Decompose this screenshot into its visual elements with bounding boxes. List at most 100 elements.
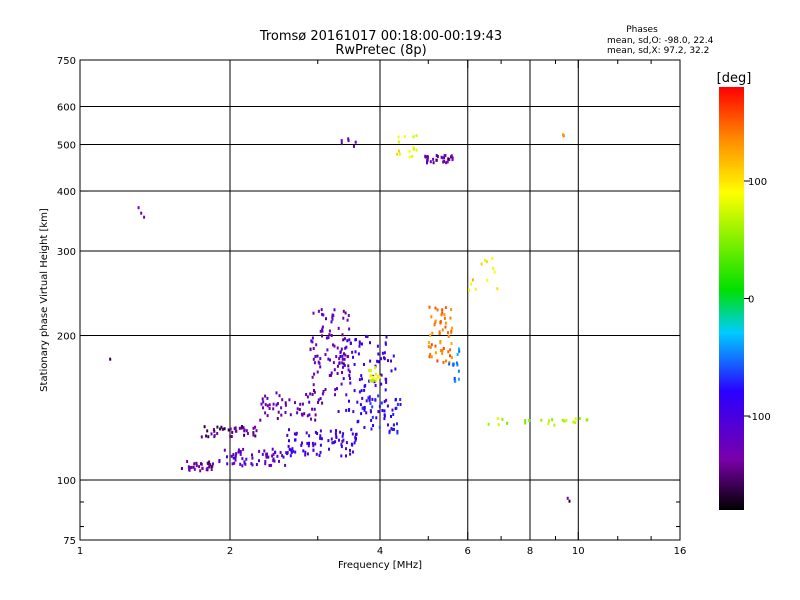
data-point [278,394,281,398]
data-point [317,309,320,313]
data-point [358,344,361,348]
data-point [342,316,345,320]
data-point [426,159,429,163]
data-point [320,437,323,441]
colorbar-ticks: 100 0 -100 [744,177,771,423]
data-point [346,339,349,343]
data-point [213,434,216,438]
data-point [456,363,459,367]
data-point [392,354,395,358]
data-point [272,402,275,406]
data-point [377,360,380,364]
data-point [353,441,356,445]
data-point [294,401,296,405]
data-point [315,452,318,456]
data-point [363,406,366,409]
data-point [383,414,386,418]
data-point [443,156,445,160]
data-point [336,364,339,368]
data-point [277,410,280,414]
data-point [363,388,366,392]
data-point [266,404,269,408]
data-point [496,417,499,421]
data-point [302,449,305,453]
data-point [328,333,331,337]
data-point [243,433,246,437]
data-point [348,408,350,412]
data-point [450,342,453,345]
data-point [433,323,436,327]
data-point [358,390,361,394]
data-point [280,406,283,410]
data-point [109,357,112,361]
data-point [298,408,301,411]
data-point [396,152,398,156]
data-point [486,279,489,282]
data-point [259,418,262,422]
colorbar [719,87,744,510]
data-point [239,462,242,466]
data-point [239,450,242,453]
data-point [264,403,267,407]
data-point [223,448,226,452]
data-point [380,401,383,405]
data-point [264,459,267,463]
data-point [207,462,210,466]
data-point [441,308,444,312]
data-point [242,447,245,451]
data-point [385,335,388,339]
data-point [319,443,322,447]
data-point [334,388,337,392]
data-point [347,364,350,368]
data-point [566,496,569,500]
data-point [209,463,212,467]
data-point [305,431,308,435]
data-point [231,430,234,434]
data-point [321,329,324,333]
data-point [350,341,352,345]
data-point [434,319,437,323]
data-point [390,415,392,418]
data-point [451,326,454,330]
phase-stats-title: Phases [626,25,658,35]
data-point [314,442,317,446]
data-point [265,452,268,456]
data-point [444,154,447,158]
data-point [319,365,322,369]
data-point [316,354,319,358]
data-point [441,351,444,355]
data-point [239,452,242,456]
data-point [349,448,351,452]
data-point [390,427,393,430]
data-point [195,461,198,465]
data-point [216,432,219,435]
data-point [383,400,386,404]
data-point [238,426,241,430]
data-point [376,359,379,363]
data-point [370,373,373,377]
data-point [233,461,236,465]
data-point [365,334,367,338]
data-point [271,454,274,458]
y-tick-label: 400 [57,187,76,198]
data-point [252,426,255,430]
data-point [295,431,298,435]
data-point [263,449,266,453]
data-point [380,373,383,377]
data-point [447,334,450,338]
data-point [448,362,451,366]
data-point [286,451,289,455]
data-point [341,357,344,361]
data-point [271,447,274,451]
data-point [528,419,531,422]
data-point [343,357,346,361]
data-point [208,465,211,469]
data-point [281,398,284,402]
data-point [377,410,380,414]
data-point [352,450,354,454]
data-point [300,412,303,416]
data-point [443,160,446,163]
data-point [380,382,383,386]
data-point [206,429,209,433]
chart-subtitle: RwPretec (8p) [335,43,426,58]
